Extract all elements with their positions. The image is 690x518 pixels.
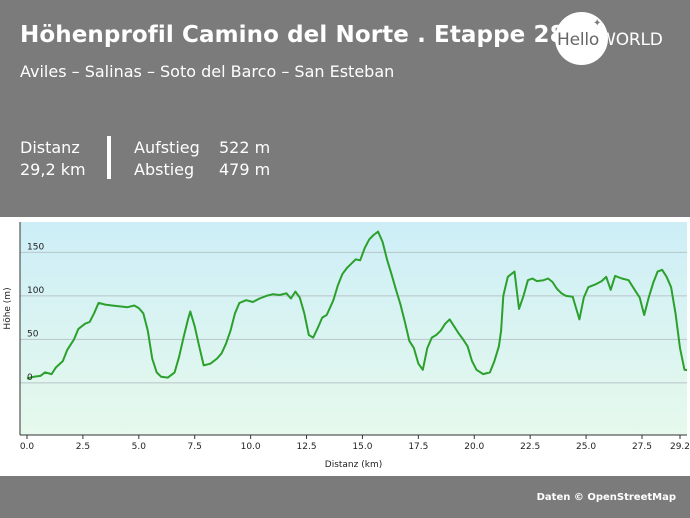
plot-right-mask	[687, 217, 690, 476]
elevation-chart-panel: 0 50 100 150 0.0 2.5 5.0 7.5 10.0 12.5 15.0 17.5 20.…	[0, 217, 690, 476]
y-tick-label-50: 50	[27, 329, 39, 339]
y-axis-title: Höhe (m)	[3, 287, 13, 329]
x-tick-label-2.5: 2.5	[76, 442, 90, 452]
distance-stat: Distanz 29,2 km	[20, 137, 86, 181]
bird-icon: ✦	[593, 18, 602, 29]
distance-value: 29,2 km	[20, 160, 86, 179]
x-tick-label-22.5: 22.5	[520, 442, 540, 452]
y-tick-label-150: 150	[27, 242, 44, 252]
x-axis-title: Distanz (km)	[325, 460, 382, 470]
elevation-labels: Aufstieg Abstieg	[134, 137, 200, 181]
distance-label: Distanz	[20, 138, 80, 157]
x-tick-label-10.0: 10.0	[241, 442, 261, 452]
x-tick-label-0.0: 0.0	[20, 442, 35, 452]
elevation-chart: 0 50 100 150 0.0 2.5 5.0 7.5 10.0 12.5 15.0 17.5 20.…	[3, 217, 690, 476]
elevation-line	[26, 230, 690, 380]
chart-title: Höhenprofil Camino del Norte . Etappe 28	[20, 22, 566, 48]
x-tick-label-15.0: 15.0	[352, 442, 372, 452]
ascent-value: 522 m	[219, 138, 271, 157]
logo-text-part1: Hello	[557, 30, 600, 50]
x-tick-label-29.2: 29.2	[670, 442, 690, 452]
descent-label: Abstieg	[134, 160, 195, 179]
x-tick-label-27.5: 27.5	[632, 442, 652, 452]
x-tick-label-12.5: 12.5	[297, 442, 317, 452]
x-tick-label-7.5: 7.5	[188, 442, 202, 452]
x-tick-label-17.5: 17.5	[408, 442, 428, 452]
logo-circle	[555, 12, 608, 65]
y-tick-label-100: 100	[27, 286, 44, 296]
ascent-label: Aufstieg	[134, 138, 200, 157]
elevation-values: 522 m 479 m	[219, 137, 270, 181]
y-tick-label-0: 0	[27, 373, 33, 383]
helloworld-logo: ✦ HelloWORLD	[555, 12, 675, 66]
x-tick-label-5.0: 5.0	[132, 442, 147, 452]
logo-text: HelloWORLD	[557, 30, 663, 50]
x-tick-label-25.0: 25.0	[576, 442, 596, 452]
stats-divider	[107, 136, 111, 179]
route-subtitle: Aviles – Salinas – Soto del Barco – San …	[20, 62, 395, 81]
x-tick-label-20.0: 20.0	[464, 442, 484, 452]
logo-text-part2: WORLD	[599, 30, 663, 50]
map-credits: Daten © OpenStreetMap	[536, 492, 676, 503]
plot-background	[20, 222, 687, 435]
descent-value: 479 m	[219, 160, 271, 179]
